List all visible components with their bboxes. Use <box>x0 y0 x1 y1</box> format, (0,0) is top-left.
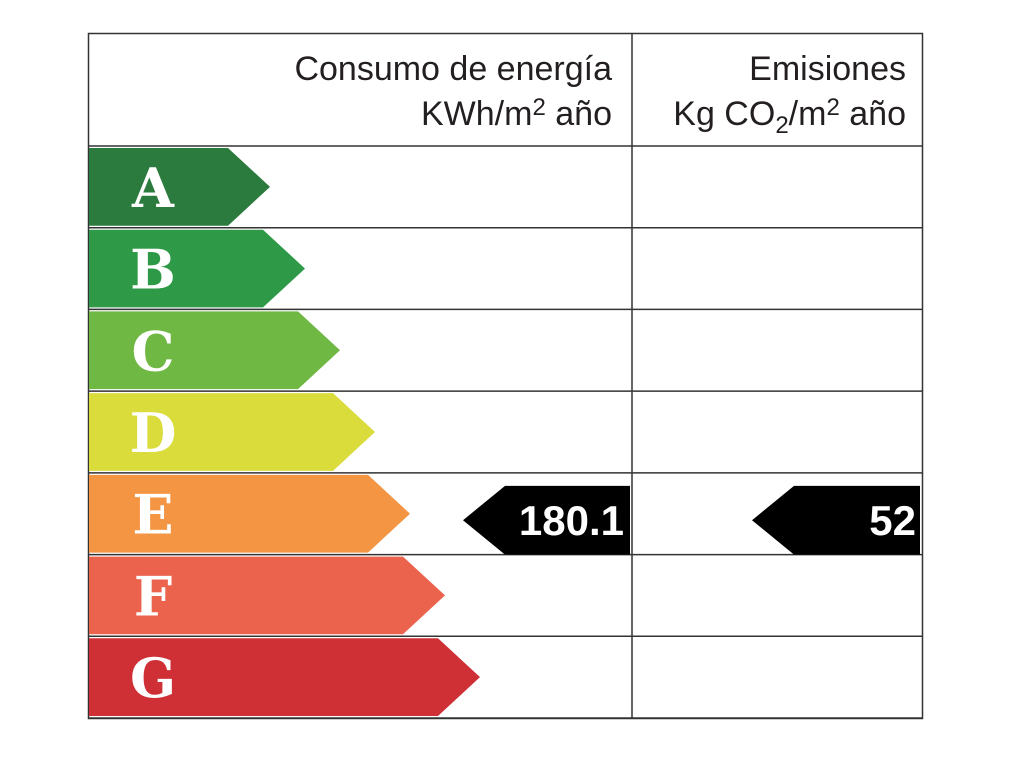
grade-arrow <box>89 393 375 471</box>
rating-value: 180.1 <box>519 497 624 544</box>
consumption-unit: KWh/m2 año <box>421 94 612 133</box>
unit-part: año <box>546 95 612 133</box>
grade-letter: C <box>132 319 175 383</box>
grade-arrow <box>89 148 270 226</box>
grade-letter: F <box>134 564 172 628</box>
unit-part: Kg CO <box>673 95 775 133</box>
grade-letter: B <box>130 238 176 302</box>
grade-letter: G <box>130 646 176 710</box>
grade-letter: A <box>131 156 175 220</box>
grade-arrow <box>89 229 305 308</box>
consumption-title: Consumo de energía <box>294 50 612 88</box>
grade-letter: E <box>132 483 173 547</box>
grade-letter: D <box>130 401 177 465</box>
unit-part: KWh/m <box>421 95 532 133</box>
unit-part: año <box>840 95 906 133</box>
grade-arrow <box>89 556 445 635</box>
unit-subscript: 2 <box>775 112 788 139</box>
rating-value: 52 <box>869 497 916 544</box>
unit-superscript: 2 <box>532 94 545 121</box>
emissions-unit: Kg CO2/m2 año <box>673 94 906 139</box>
unit-part: /m <box>789 95 827 133</box>
rating-pointer <box>752 485 920 555</box>
grade-arrow <box>89 311 340 390</box>
rating-pointer <box>463 485 630 555</box>
unit-superscript: 2 <box>826 94 839 121</box>
grade-arrow <box>89 474 410 553</box>
grade-arrow <box>89 638 480 716</box>
emissions-title: Emisiones <box>749 50 906 88</box>
